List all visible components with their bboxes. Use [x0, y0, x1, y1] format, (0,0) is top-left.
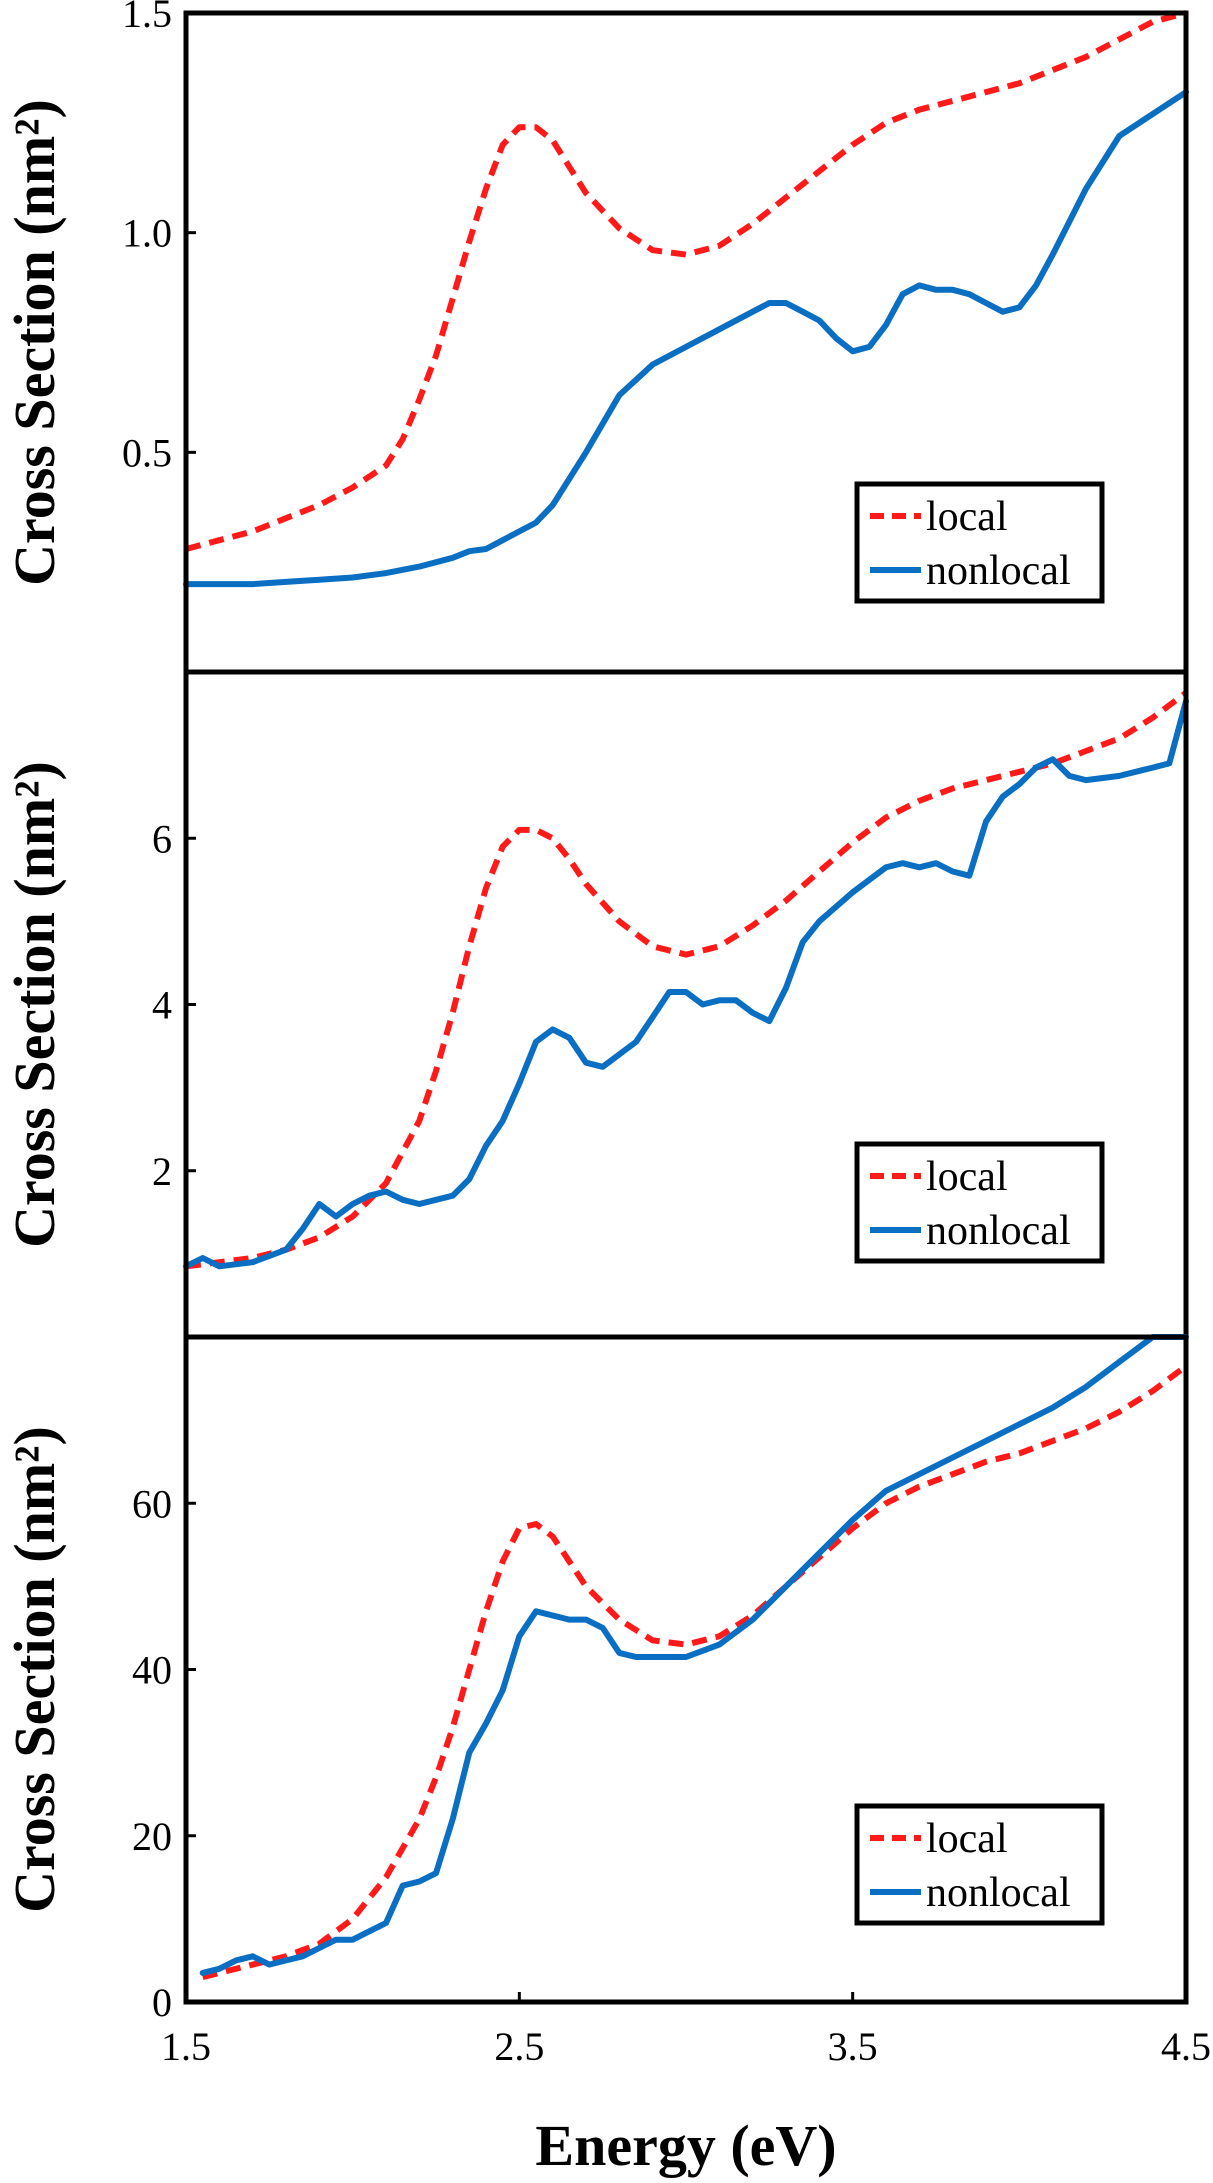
x-tick-label: 4.5: [1161, 2024, 1211, 2069]
top-legend: local nonlocal: [854, 481, 1105, 604]
bottom-y-tick-label: 0: [152, 1980, 172, 2025]
x-tick-label: 2.5: [494, 2024, 544, 2069]
panel-middle: 2 4 6 Cross Section (nm²) local nonlocal: [2, 669, 1189, 1340]
top-plot-lines: [183, 10, 1189, 588]
top-local-series-line: [185, 10, 1187, 552]
middle-legend-local-label: local: [926, 1154, 1008, 1200]
bottom-y-tick-label: 20: [132, 1814, 172, 1859]
middle-y-tick-label: 4: [152, 983, 172, 1028]
bottom-plot-frame: [183, 1334, 1189, 2005]
bottom-legend-nonlocal-label: nonlocal: [926, 1870, 1071, 1916]
bottom-y-ticks: 0 20 40 60: [132, 1481, 196, 2025]
bottom-y-axis-title: Cross Section (nm²): [2, 1426, 67, 1913]
top-legend-box: [854, 481, 1105, 604]
middle-local-series-line: [185, 690, 1188, 1270]
bottom-x-ticks: 1.5 2.5 3.5 4.5: [161, 1992, 1211, 2069]
bottom-legend-local-label: local: [926, 1816, 1008, 1862]
top-y-tick-label: 1.0: [122, 211, 172, 256]
middle-nonlocal-series-line: [183, 698, 1189, 1270]
middle-legend-nonlocal-label: nonlocal: [926, 1208, 1071, 1254]
top-y-tick-label: 0.5: [122, 430, 172, 475]
bottom-legend: local nonlocal: [854, 1803, 1105, 1926]
x-tick-label: 1.5: [161, 2024, 211, 2069]
panel-top: 0.5 1.0 1.5 Cross Section (nm²) local nonl…: [2, 0, 1189, 675]
middle-y-tick-label: 6: [152, 816, 172, 861]
bottom-legend-box: [854, 1803, 1105, 1926]
bottom-plot-lines: [199, 1334, 1189, 1981]
top-y-axis-title: Cross Section (nm²): [2, 99, 67, 586]
bottom-nonlocal-series-line: [199, 1334, 1189, 1976]
panel-bottom: 0 20 40 60 1.5 2.5 3.5 4.5 Cross Section (nm²)…: [2, 1334, 1211, 2178]
middle-legend: local nonlocal: [854, 1141, 1105, 1264]
top-y-tick-label: 1.5: [122, 0, 172, 36]
bottom-y-tick-label: 60: [132, 1481, 172, 1526]
middle-plot-lines: [183, 690, 1189, 1270]
top-nonlocal-series-line: [183, 89, 1189, 588]
middle-y-axis-title: Cross Section (nm²): [2, 761, 67, 1248]
middle-legend-box: [854, 1141, 1105, 1264]
middle-y-tick-label: 2: [152, 1149, 172, 1194]
x-axis-title: Energy (eV): [535, 2113, 836, 2178]
x-tick-label: 3.5: [828, 2024, 878, 2069]
bottom-y-tick-label: 40: [132, 1648, 172, 1693]
top-legend-nonlocal-label: nonlocal: [926, 548, 1071, 594]
top-legend-local-label: local: [926, 494, 1008, 540]
